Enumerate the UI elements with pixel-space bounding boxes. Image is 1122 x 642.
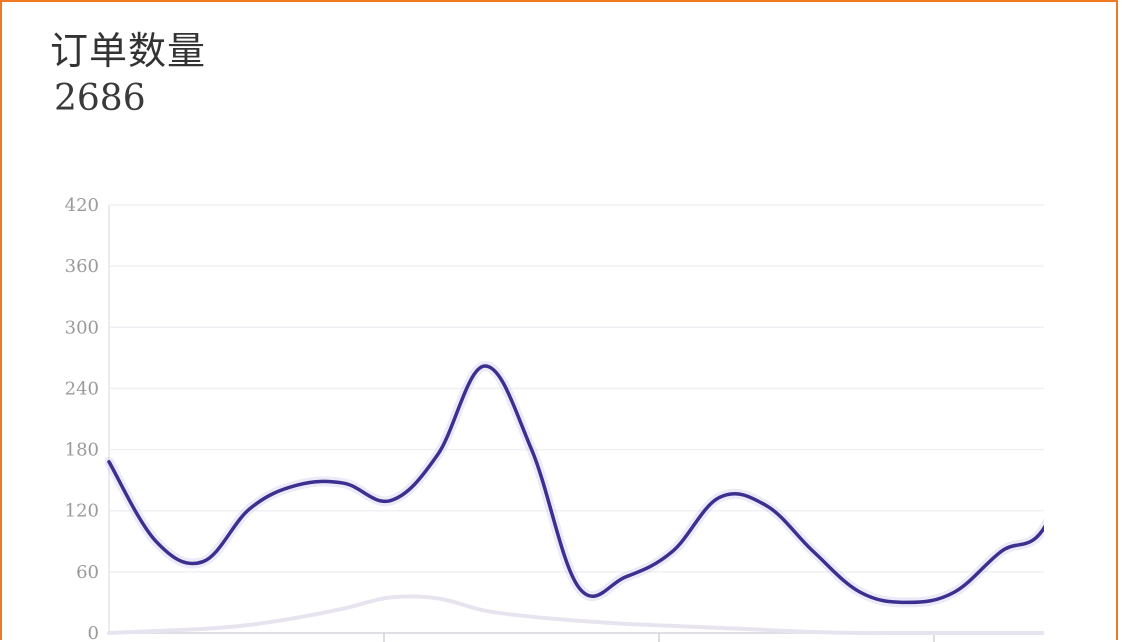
y-tick-label-180: 180 <box>65 440 99 461</box>
y-tick-label-0: 0 <box>88 623 99 642</box>
series-line-glow-0 <box>105 361 1044 608</box>
series-line-1 <box>107 594 1044 636</box>
y-tick-label-300: 300 <box>65 317 99 338</box>
y-axis-ticks: 0 60 120 180 240 300 360 420 <box>65 195 99 642</box>
grid-lines <box>109 204 1044 634</box>
series-line-0 <box>107 364 1044 605</box>
series-lines <box>105 361 1044 636</box>
y-tick-label-360: 360 <box>65 256 99 277</box>
card-title: 订单数量 <box>50 29 207 73</box>
order-count-value: 2686 <box>54 78 146 119</box>
y-tick-label-420: 420 <box>65 195 99 216</box>
y-tick-label-240: 240 <box>65 378 99 399</box>
y-tick-label-120: 120 <box>65 501 99 522</box>
y-tick-label-60: 60 <box>76 562 99 583</box>
